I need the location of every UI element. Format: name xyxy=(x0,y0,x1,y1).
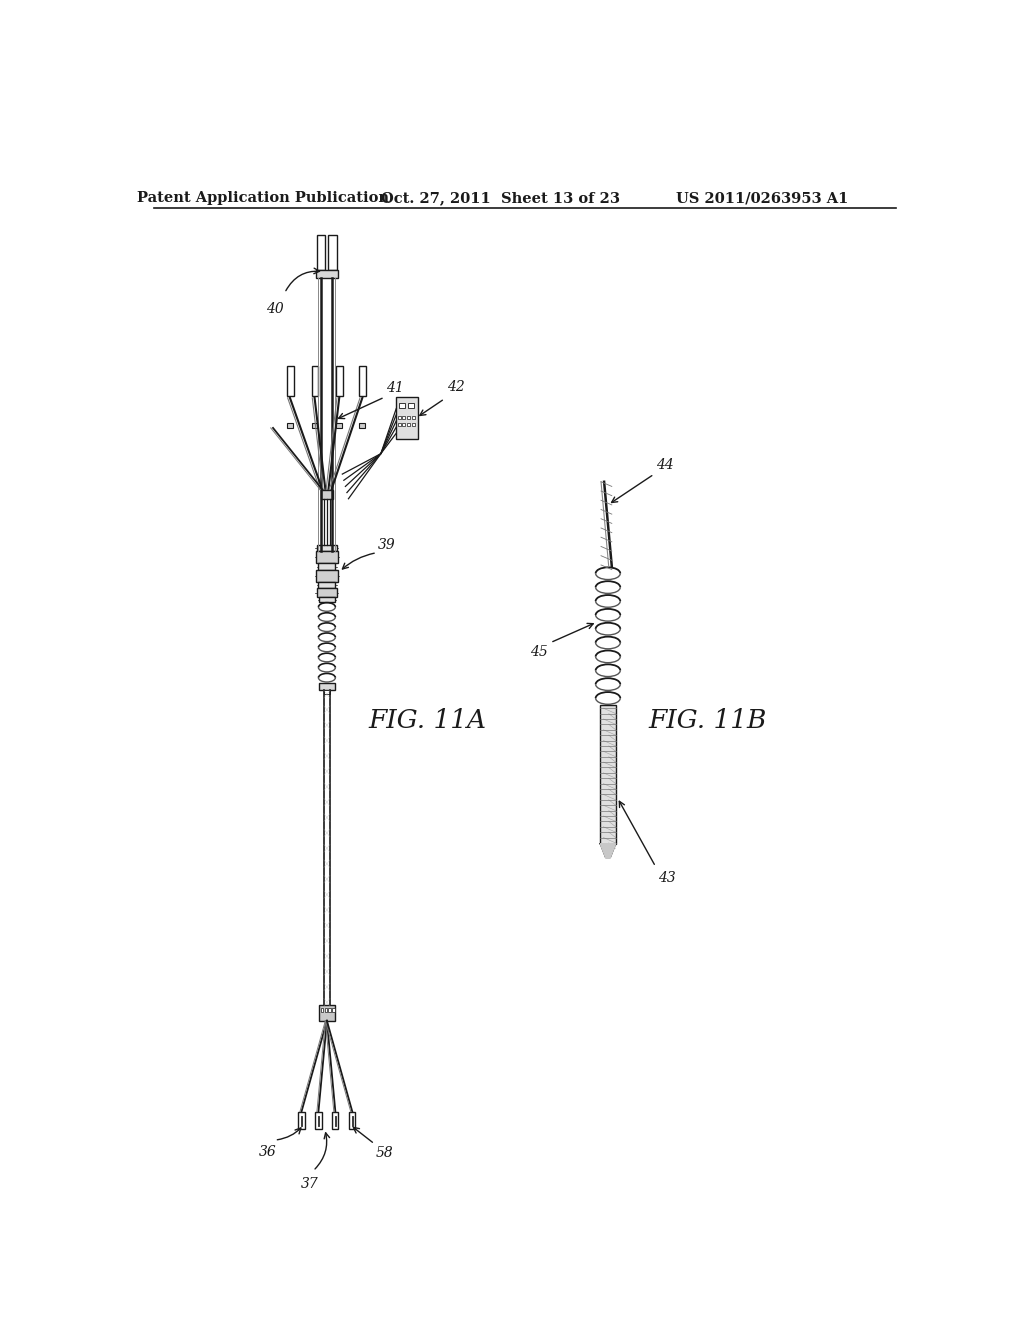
Bar xyxy=(399,404,406,408)
Bar xyxy=(319,682,335,690)
Bar xyxy=(315,1111,322,1129)
Text: 40: 40 xyxy=(265,301,284,315)
Bar xyxy=(316,545,337,552)
Bar xyxy=(319,597,335,602)
Bar xyxy=(329,1008,331,1011)
Bar xyxy=(336,367,343,396)
Text: 44: 44 xyxy=(656,458,674,471)
Bar xyxy=(402,424,406,426)
Bar xyxy=(402,416,406,418)
Bar xyxy=(412,424,415,426)
Text: Patent Application Publication: Patent Application Publication xyxy=(137,191,389,206)
Text: 42: 42 xyxy=(447,380,465,395)
Bar xyxy=(318,582,336,589)
Text: FIG. 11A: FIG. 11A xyxy=(368,708,486,733)
Text: FIG. 11B: FIG. 11B xyxy=(649,708,767,733)
Bar xyxy=(287,422,293,428)
Bar xyxy=(349,1111,355,1129)
Bar xyxy=(316,589,337,598)
Bar xyxy=(324,690,330,693)
Text: US 2011/0263953 A1: US 2011/0263953 A1 xyxy=(676,191,848,206)
Bar xyxy=(359,367,367,396)
Text: 39: 39 xyxy=(378,539,396,552)
Bar xyxy=(407,424,410,426)
Bar xyxy=(600,705,615,843)
Text: 36: 36 xyxy=(259,1144,276,1159)
Bar xyxy=(311,422,317,428)
Bar xyxy=(359,422,366,428)
Text: Oct. 27, 2011  Sheet 13 of 23: Oct. 27, 2011 Sheet 13 of 23 xyxy=(381,191,620,206)
Text: 41: 41 xyxy=(386,381,403,395)
Bar xyxy=(318,564,336,570)
Bar xyxy=(333,1111,339,1129)
Bar xyxy=(319,1006,335,1020)
Bar xyxy=(321,490,333,499)
Bar xyxy=(408,404,414,408)
Bar xyxy=(311,367,318,396)
Bar xyxy=(412,416,415,418)
Bar xyxy=(298,1111,304,1129)
Bar xyxy=(407,416,410,418)
Bar xyxy=(333,1008,335,1011)
Bar xyxy=(321,1008,323,1011)
Bar xyxy=(316,235,326,271)
Bar xyxy=(397,416,400,418)
Bar xyxy=(316,271,339,277)
Bar xyxy=(329,235,337,271)
Bar xyxy=(325,1008,327,1011)
Bar xyxy=(397,424,400,426)
Bar xyxy=(287,367,294,396)
Text: 37: 37 xyxy=(301,1177,318,1191)
Bar xyxy=(336,422,342,428)
Bar xyxy=(316,570,338,582)
Text: 58: 58 xyxy=(376,1146,393,1160)
Polygon shape xyxy=(600,843,615,858)
Text: 45: 45 xyxy=(529,645,548,660)
Text: 43: 43 xyxy=(657,871,676,884)
Bar xyxy=(316,552,338,564)
Bar xyxy=(396,397,418,440)
